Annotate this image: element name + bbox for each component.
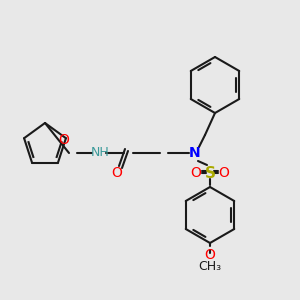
Text: S: S (205, 166, 215, 181)
Text: CH₃: CH₃ (198, 260, 222, 272)
Text: O: O (112, 166, 122, 180)
Text: O: O (219, 166, 230, 180)
Text: O: O (190, 166, 201, 180)
Text: O: O (205, 248, 215, 262)
Text: N: N (189, 146, 201, 160)
Text: O: O (58, 133, 69, 147)
Text: NH: NH (91, 146, 110, 160)
